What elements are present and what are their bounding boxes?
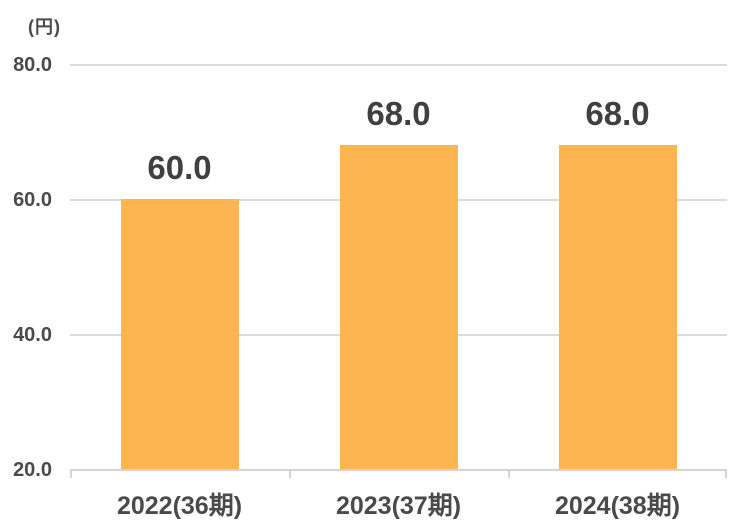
x-category-label: 2024(38期) [554,492,681,520]
y-tick-label: 80.0 [13,54,52,76]
bar-value-label: 68.0 [585,95,650,132]
y-tick-label: 20.0 [13,459,52,481]
bar-2022(36期) [121,199,239,469]
x-axis-tick-mark [725,469,727,478]
y-axis-unit-label: (円) [28,17,61,37]
x-axis-tick-mark [289,469,291,478]
bar-2024(38期) [559,145,677,469]
y-axis-tick-labels: 80.0 60.0 40.0 20.0 [0,0,52,525]
plot-area: 60.0 68.0 68.0 [70,64,727,478]
y-tick-label: 60.0 [13,189,52,211]
y-tick-label: 40.0 [13,324,52,346]
x-axis-line [70,469,727,471]
bar-2023(37期) [340,145,458,469]
bar-value-label: 68.0 [366,95,431,132]
gridline [70,64,727,66]
bar-value-label: 60.0 [147,149,212,186]
x-axis-tick-mark [508,469,510,478]
x-category-label: 2022(36期) [116,492,243,520]
x-axis-labels: 2022(36期) 2023(37期) 2024(38期) [70,486,727,522]
x-category-label: 2023(37期) [335,492,462,520]
x-axis-tick-mark [70,469,72,478]
